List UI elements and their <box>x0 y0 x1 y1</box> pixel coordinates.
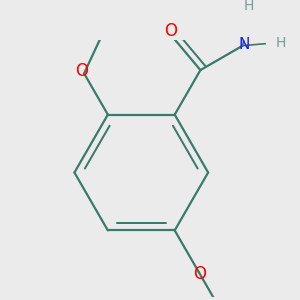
Text: N: N <box>238 37 250 52</box>
Text: O: O <box>193 265 206 283</box>
Text: O: O <box>75 62 88 80</box>
Text: H: H <box>276 35 286 50</box>
Text: H: H <box>244 0 254 13</box>
Text: O: O <box>164 22 177 40</box>
